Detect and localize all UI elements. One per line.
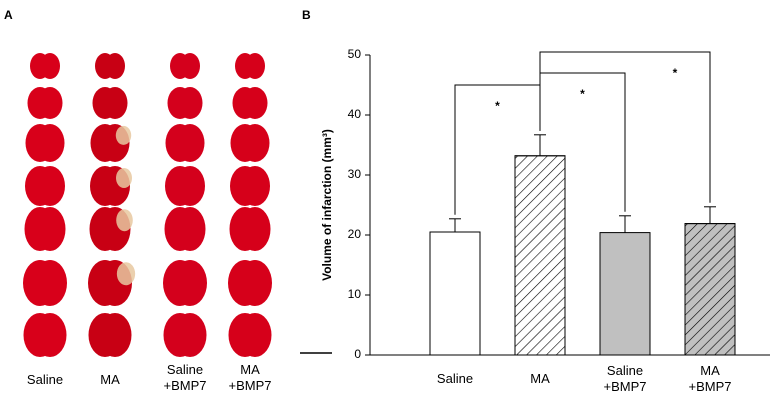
y-tick-label: 50: [348, 47, 362, 61]
bar-hatch: [514, 155, 566, 356]
significance-star: *: [673, 66, 678, 80]
column-label: Saline +BMP7: [163, 362, 207, 393]
brain-slice: [34, 207, 66, 251]
brain-slice: [105, 53, 125, 79]
infarct: [116, 209, 133, 232]
infarct: [116, 262, 136, 286]
x-tick-label: Saline: [436, 371, 474, 386]
y-tick-label: 10: [348, 287, 362, 301]
brain-slice: [102, 87, 128, 119]
y-tick-label: 40: [348, 107, 362, 121]
brain-slice: [33, 260, 67, 306]
brain-slice: [40, 53, 60, 79]
brain-slice: [238, 260, 272, 306]
brain-slice: [175, 124, 205, 162]
brain-slice: [174, 207, 206, 251]
bar: [599, 232, 651, 356]
brain-slice: [173, 313, 207, 357]
brain-slice: [33, 313, 67, 357]
column-label: MA +BMP7: [228, 362, 272, 393]
x-tick-label: MA +BMP7: [688, 363, 732, 394]
infarct: [116, 168, 132, 188]
brain-slice: [238, 313, 272, 357]
y-tick-label: 0: [354, 347, 361, 361]
column-label: MA: [100, 372, 120, 387]
significance-bracket: [539, 51, 711, 203]
brain-slice: [242, 87, 268, 119]
brain-slice: [175, 166, 205, 206]
brain-slice: [35, 124, 65, 162]
y-tick-label: 30: [348, 167, 362, 181]
bar-hatch: [684, 223, 736, 356]
brain-slice: [35, 166, 65, 206]
brain-slice: [180, 53, 200, 79]
panel-label: A: [4, 8, 13, 22]
brain-slice: [245, 53, 265, 79]
brain-slice: [239, 207, 271, 251]
infarct: [115, 125, 132, 145]
brain-slice: [37, 87, 63, 119]
significance-star: *: [580, 87, 585, 101]
brain-slice: [98, 313, 132, 357]
x-tick-label: Saline +BMP7: [603, 363, 647, 394]
y-axis-label: Volume of infarction (mm³): [320, 129, 334, 281]
column-label: Saline: [26, 372, 64, 387]
brain-slice: [240, 124, 270, 162]
brain-slice: [240, 166, 270, 206]
x-tick-label: MA: [530, 371, 550, 386]
panel-label: B: [302, 8, 311, 22]
brain-slice: [177, 87, 203, 119]
y-tick-label: 20: [348, 227, 362, 241]
significance-star: *: [495, 99, 500, 113]
brain-slice: [173, 260, 207, 306]
bar: [429, 231, 481, 356]
